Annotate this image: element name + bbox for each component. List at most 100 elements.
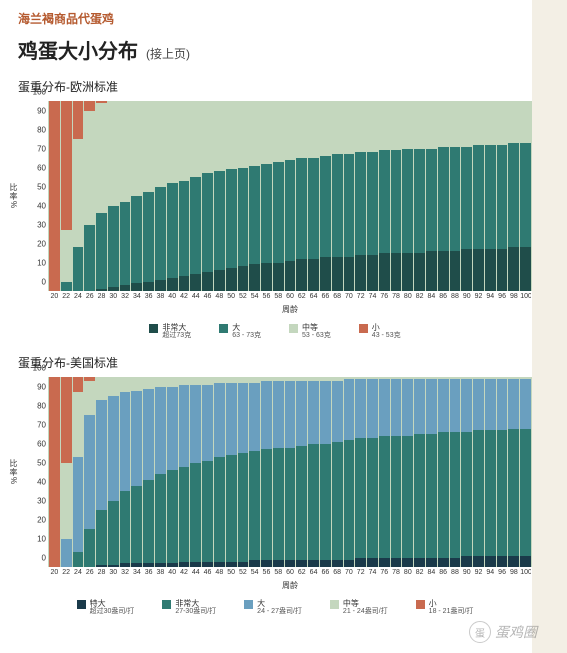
bar-segment-jumbo [367, 558, 378, 568]
legend-swatch [244, 600, 253, 609]
bar-segment-jumbo [108, 565, 119, 567]
y-tick: 40 [37, 202, 46, 211]
bar-segment-jumbo [450, 558, 461, 568]
chart-eu-legend: 非常大超过73克大63 - 73克中等53 - 63克小43 - 53克 [18, 323, 532, 340]
bar [167, 101, 178, 291]
bar-segment-m [273, 101, 284, 162]
bar-segment-l [344, 379, 355, 440]
bar-segment-l [473, 145, 484, 250]
content: 海兰褐商品代蛋鸡 鸡蛋大小分布 (接上页) 蛋重分布-欧洲标准 比率% 0102… [0, 0, 532, 616]
bar [190, 101, 201, 291]
bar-segment-xl [167, 278, 178, 291]
bar-segment-l [84, 225, 95, 292]
y-tick: 30 [37, 497, 46, 506]
right-margin-band [532, 0, 567, 653]
x-tick: 98 [508, 567, 519, 576]
legend-label: 小 [372, 323, 401, 332]
bar-segment-jumbo [473, 556, 484, 567]
bar-segment-jumbo [120, 563, 131, 567]
x-tick: 62 [296, 291, 307, 300]
x-tick: 44 [190, 291, 201, 300]
bar-segment-m [461, 101, 472, 147]
bar [261, 101, 272, 291]
bar-segment-l [202, 173, 213, 272]
bar-segment-l [391, 150, 402, 253]
bar-segment-l [61, 539, 72, 568]
chart-us-wrap: 比率% 0102030405060708090100 [18, 377, 532, 567]
x-tick: 84 [426, 291, 437, 300]
bar-segment-xl [143, 480, 154, 564]
bar-segment-xl [120, 285, 131, 291]
bar [84, 377, 95, 567]
bar-segment-l [120, 392, 131, 491]
y-tick: 70 [37, 421, 46, 430]
bar [49, 377, 60, 567]
bar-segment-jumbo [202, 562, 213, 568]
x-tick: 88 [450, 567, 461, 576]
bar-segment-xl [473, 249, 484, 291]
chart-eu-yticks: 0102030405060708090100 [30, 101, 48, 291]
bar [296, 377, 307, 567]
bar-segment-m [402, 101, 413, 149]
bar [497, 377, 508, 567]
bar-segment-m [497, 101, 508, 145]
legend-label: 中等 [302, 323, 331, 332]
legend-sublabel: 超过30盎司/打 [90, 608, 135, 616]
x-tick: 84 [426, 567, 437, 576]
x-tick: 98 [508, 291, 519, 300]
x-tick: 52 [238, 567, 249, 576]
bar-segment-m [391, 101, 402, 150]
bar-segment-l [155, 387, 166, 474]
x-tick: 40 [167, 567, 178, 576]
bar-segment-xl [120, 491, 131, 563]
bar [485, 377, 496, 567]
bar-segment-l [355, 152, 366, 255]
bar-segment-xl [190, 274, 201, 291]
bar-segment-xl [508, 247, 519, 291]
bar [520, 377, 531, 567]
bar-segment-xl [485, 249, 496, 291]
bar [249, 101, 260, 291]
bar-segment-jumbo [426, 558, 437, 568]
bar-segment-s [49, 101, 60, 291]
bar-segment-xl [461, 249, 472, 291]
bar-segment-l [520, 143, 531, 248]
bar-segment-m [202, 377, 213, 385]
bar [120, 377, 131, 567]
bar-segment-xl [450, 432, 461, 557]
bar-segment-xl [84, 529, 95, 567]
x-tick: 76 [379, 291, 390, 300]
x-tick: 20 [49, 567, 60, 576]
bar-segment-jumbo [497, 556, 508, 567]
bar-segment-m [96, 377, 107, 400]
bar-segment-l [238, 168, 249, 267]
x-tick: 68 [332, 291, 343, 300]
bar-segment-xl [438, 251, 449, 291]
bar-segment-l [190, 385, 201, 463]
bar [261, 377, 272, 567]
bar-segment-xl [355, 255, 366, 291]
bar [332, 377, 343, 567]
bar [120, 101, 131, 291]
x-tick: 72 [355, 567, 366, 576]
bar [379, 377, 390, 567]
x-tick: 76 [379, 567, 390, 576]
bar-segment-jumbo [131, 563, 142, 567]
bar-segment-s [73, 377, 84, 392]
bar-segment-jumbo [167, 563, 178, 567]
bar-segment-xl [108, 501, 119, 566]
bar-segment-m [179, 377, 190, 385]
bar [461, 101, 472, 291]
bar [108, 101, 119, 291]
x-tick: 92 [473, 567, 484, 576]
bar-segment-xl [320, 257, 331, 291]
bar-segment-l [73, 247, 84, 291]
legend-item-l: 大63 - 73克 [219, 323, 261, 340]
legend-swatch [162, 600, 171, 609]
bar [238, 377, 249, 567]
bar-segment-xl [450, 251, 461, 291]
bar-segment-m [508, 101, 519, 143]
bar [202, 377, 213, 567]
bar-segment-xl [190, 463, 201, 562]
legend-swatch [330, 600, 339, 609]
